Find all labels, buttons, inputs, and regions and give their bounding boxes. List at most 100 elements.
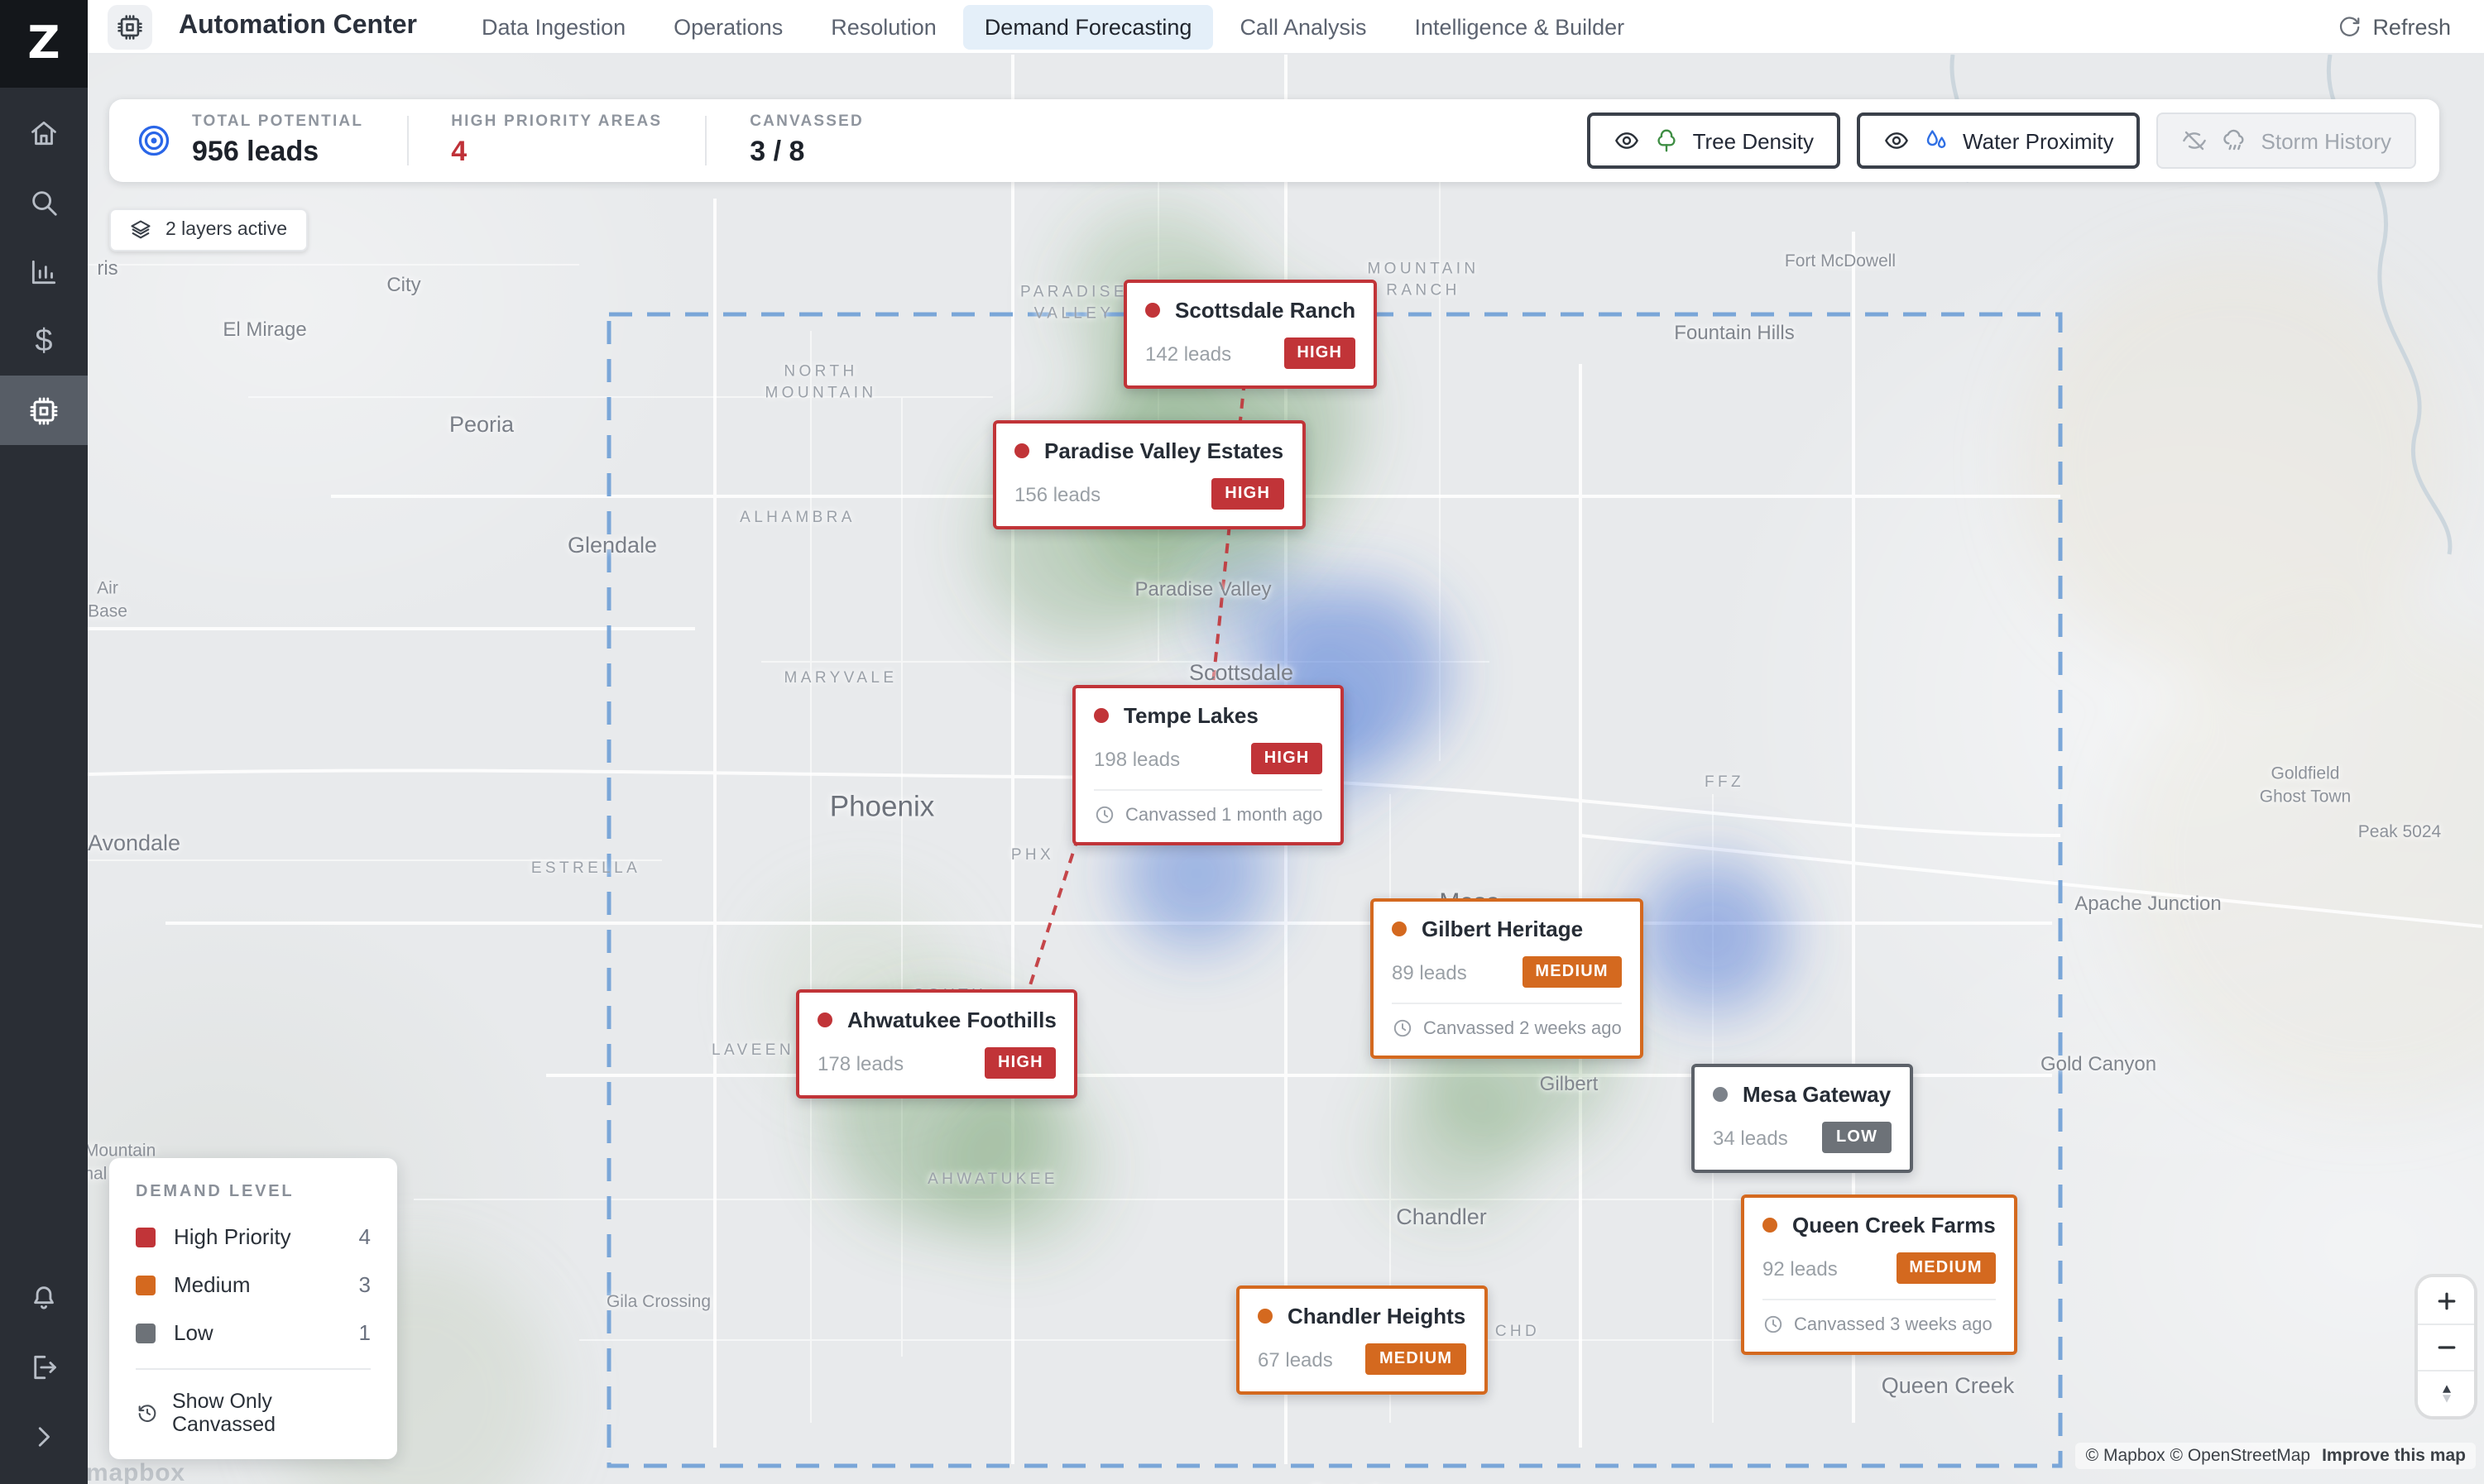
legend-row-high-priority: High Priority 4 xyxy=(136,1224,371,1249)
territory-leads: 198 leads xyxy=(1094,747,1181,770)
sidebar-item-expand[interactable] xyxy=(0,1401,88,1471)
sidebar-footer xyxy=(0,1262,88,1484)
sidebar-item-billing[interactable]: $ xyxy=(35,323,53,358)
stat-value: 3 / 8 xyxy=(750,136,805,167)
territory-level-badge: HIGH xyxy=(1283,337,1356,369)
divider xyxy=(406,116,409,165)
stat-label: TOTAL POTENTIAL xyxy=(192,112,364,131)
map-attribution: © Mapbox © OpenStreetMap Improve this map xyxy=(2075,1443,2476,1469)
map-zoom-controls xyxy=(2418,1277,2474,1416)
compass-button[interactable] xyxy=(2418,1370,2474,1416)
territory-callout-paradise-valley-estates[interactable]: Paradise Valley Estates 156 leads HIGH xyxy=(993,420,1306,529)
refresh-button[interactable]: Refresh xyxy=(2326,12,2461,41)
legend-rows: High Priority 4 Medium 3 Low 1 xyxy=(136,1224,371,1345)
legend-count: 3 xyxy=(358,1272,371,1297)
refresh-icon xyxy=(2336,14,2361,39)
tree-icon xyxy=(1653,127,1680,154)
top-header: Automation Center Data Ingestion Operatio… xyxy=(88,0,2484,55)
territory-dot xyxy=(1014,443,1029,458)
sidebar: Z $ xyxy=(0,0,88,1484)
territory-callout-gilbert-heritage[interactable]: Gilbert Heritage 89 leads MEDIUM Canvassed … xyxy=(1370,898,1643,1059)
territory-level-badge: MEDIUM xyxy=(1522,956,1622,988)
zoom-in-button[interactable] xyxy=(2418,1277,2474,1324)
territory-callout-mesa-gateway[interactable]: Mesa Gateway 34 leads LOW xyxy=(1691,1064,1913,1173)
zoom-out-button[interactable] xyxy=(2418,1324,2474,1370)
target-icon xyxy=(136,122,172,159)
clock-icon xyxy=(1094,804,1115,826)
stat-label: HIGH PRIORITY AREAS xyxy=(451,112,663,131)
legend-label: High Priority xyxy=(174,1224,291,1249)
tab-demand-forecasting[interactable]: Demand Forecasting xyxy=(962,4,1214,49)
tab-intelligence-builder[interactable]: Intelligence & Builder xyxy=(1393,4,1647,49)
sidebar-nav: $ xyxy=(0,98,88,445)
legend-row-low: Low 1 xyxy=(136,1320,371,1345)
show-only-canvassed-label: Show Only Canvassed xyxy=(172,1390,276,1436)
divider xyxy=(136,1368,371,1370)
territory-dot xyxy=(1094,708,1109,723)
legend-swatch xyxy=(136,1323,156,1343)
layer-toggle-label: Water Proximity xyxy=(1963,128,2114,153)
territory-level-badge: HIGH xyxy=(1211,478,1284,510)
territory-callout-chandler-heights[interactable]: Chandler Heights 67 leads MEDIUM xyxy=(1236,1285,1488,1395)
territory-level-badge: HIGH xyxy=(1250,743,1323,774)
tab-call-analysis[interactable]: Call Analysis xyxy=(1218,4,1388,49)
territory-name: Gilbert Heritage xyxy=(1422,917,1584,941)
sidebar-item-automation[interactable] xyxy=(0,376,88,445)
territory-dot xyxy=(1258,1309,1273,1324)
sidebar-item-search[interactable] xyxy=(0,167,88,237)
territory-name: Tempe Lakes xyxy=(1124,703,1259,728)
legend-count: 1 xyxy=(358,1320,371,1345)
layer-toggle-group: Tree Density Water Proximity Storm History xyxy=(1586,112,2416,169)
improve-map-link[interactable]: Improve this map xyxy=(2322,1446,2466,1466)
tab-data-ingestion[interactable]: Data Ingestion xyxy=(460,4,647,49)
main-tabs: Data Ingestion Operations Resolution Demand… xyxy=(460,4,1646,49)
layers-chip-label: 2 layers active xyxy=(165,220,288,240)
territory-name: Chandler Heights xyxy=(1288,1304,1466,1328)
stats-bar: TOTAL POTENTIAL 956 leads HIGH PRIORITY … xyxy=(109,99,2439,182)
tab-resolution[interactable]: Resolution xyxy=(809,4,958,49)
sidebar-item-logout[interactable] xyxy=(0,1332,88,1401)
stat-canvassed: CANVASSED 3 / 8 xyxy=(750,112,864,169)
territory-name: Scottsdale Ranch xyxy=(1175,298,1356,323)
territory-canvassed: Canvassed 3 weeks ago xyxy=(1762,1299,1996,1335)
territory-leads: 156 leads xyxy=(1014,482,1101,505)
cpu-module-icon[interactable] xyxy=(108,4,152,49)
layers-active-chip[interactable]: 2 layers active xyxy=(109,208,308,251)
territory-level-badge: MEDIUM xyxy=(1896,1252,1996,1284)
app-logo[interactable]: Z xyxy=(0,0,88,88)
eye-off-icon xyxy=(2182,127,2208,154)
layer-toggle-tree-density[interactable]: Tree Density xyxy=(1586,112,1841,169)
eye-icon xyxy=(1883,127,1910,154)
territory-name: Queen Creek Farms xyxy=(1792,1213,1996,1237)
territory-name: Mesa Gateway xyxy=(1743,1082,1892,1107)
territory-callout-scottsdale-ranch[interactable]: Scottsdale Ranch 142 leads HIGH xyxy=(1124,280,1378,389)
sidebar-item-notifications[interactable] xyxy=(0,1262,88,1332)
clock-icon xyxy=(1392,1017,1413,1039)
territory-level-badge: HIGH xyxy=(985,1047,1057,1079)
territory-callout-tempe-lakes[interactable]: Tempe Lakes 198 leads HIGH Canvassed 1 mont… xyxy=(1072,685,1345,845)
layer-toggle-label: Tree Density xyxy=(1692,128,1815,153)
divider xyxy=(705,116,707,165)
territory-leads: 67 leads xyxy=(1258,1348,1333,1371)
stat-label: CANVASSED xyxy=(750,112,864,131)
territory-level-badge: MEDIUM xyxy=(1365,1343,1466,1375)
sidebar-item-analytics[interactable] xyxy=(0,237,88,306)
territory-level-badge: LOW xyxy=(1822,1122,1892,1153)
territory-leads: 34 leads xyxy=(1713,1126,1788,1149)
show-only-canvassed-button[interactable]: Show Only Canvassed xyxy=(136,1390,371,1436)
territory-callout-queen-creek-farms[interactable]: Queen Creek Farms 92 leads MEDIUM Canvassed… xyxy=(1741,1194,2017,1355)
territory-dot xyxy=(818,1012,832,1027)
territory-name: Paradise Valley Estates xyxy=(1044,438,1284,463)
tab-operations[interactable]: Operations xyxy=(652,4,804,49)
stat-value: 956 leads xyxy=(192,136,319,167)
territory-leads: 178 leads xyxy=(818,1051,904,1075)
legend-row-medium: Medium 3 xyxy=(136,1272,371,1297)
clock-icon xyxy=(1762,1314,1784,1335)
layer-toggle-storm-history[interactable]: Storm History xyxy=(2156,112,2416,169)
sidebar-item-home[interactable] xyxy=(0,98,88,167)
layer-toggle-water-proximity[interactable]: Water Proximity xyxy=(1857,112,2141,169)
territory-callout-ahwatukee-foothills[interactable]: Ahwatukee Foothills 178 leads HIGH xyxy=(796,989,1078,1099)
route-connectors xyxy=(1028,380,1246,989)
